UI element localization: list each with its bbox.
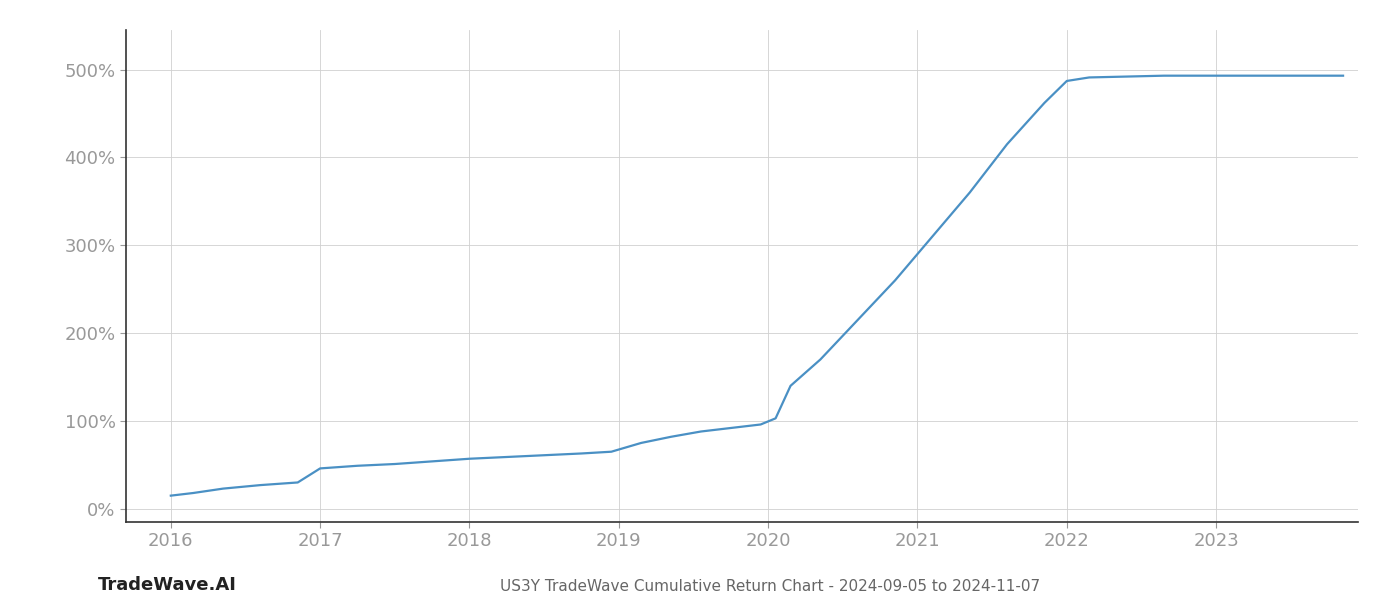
Text: US3Y TradeWave Cumulative Return Chart - 2024-09-05 to 2024-11-07: US3Y TradeWave Cumulative Return Chart -… (500, 579, 1040, 594)
Text: TradeWave.AI: TradeWave.AI (98, 576, 237, 594)
